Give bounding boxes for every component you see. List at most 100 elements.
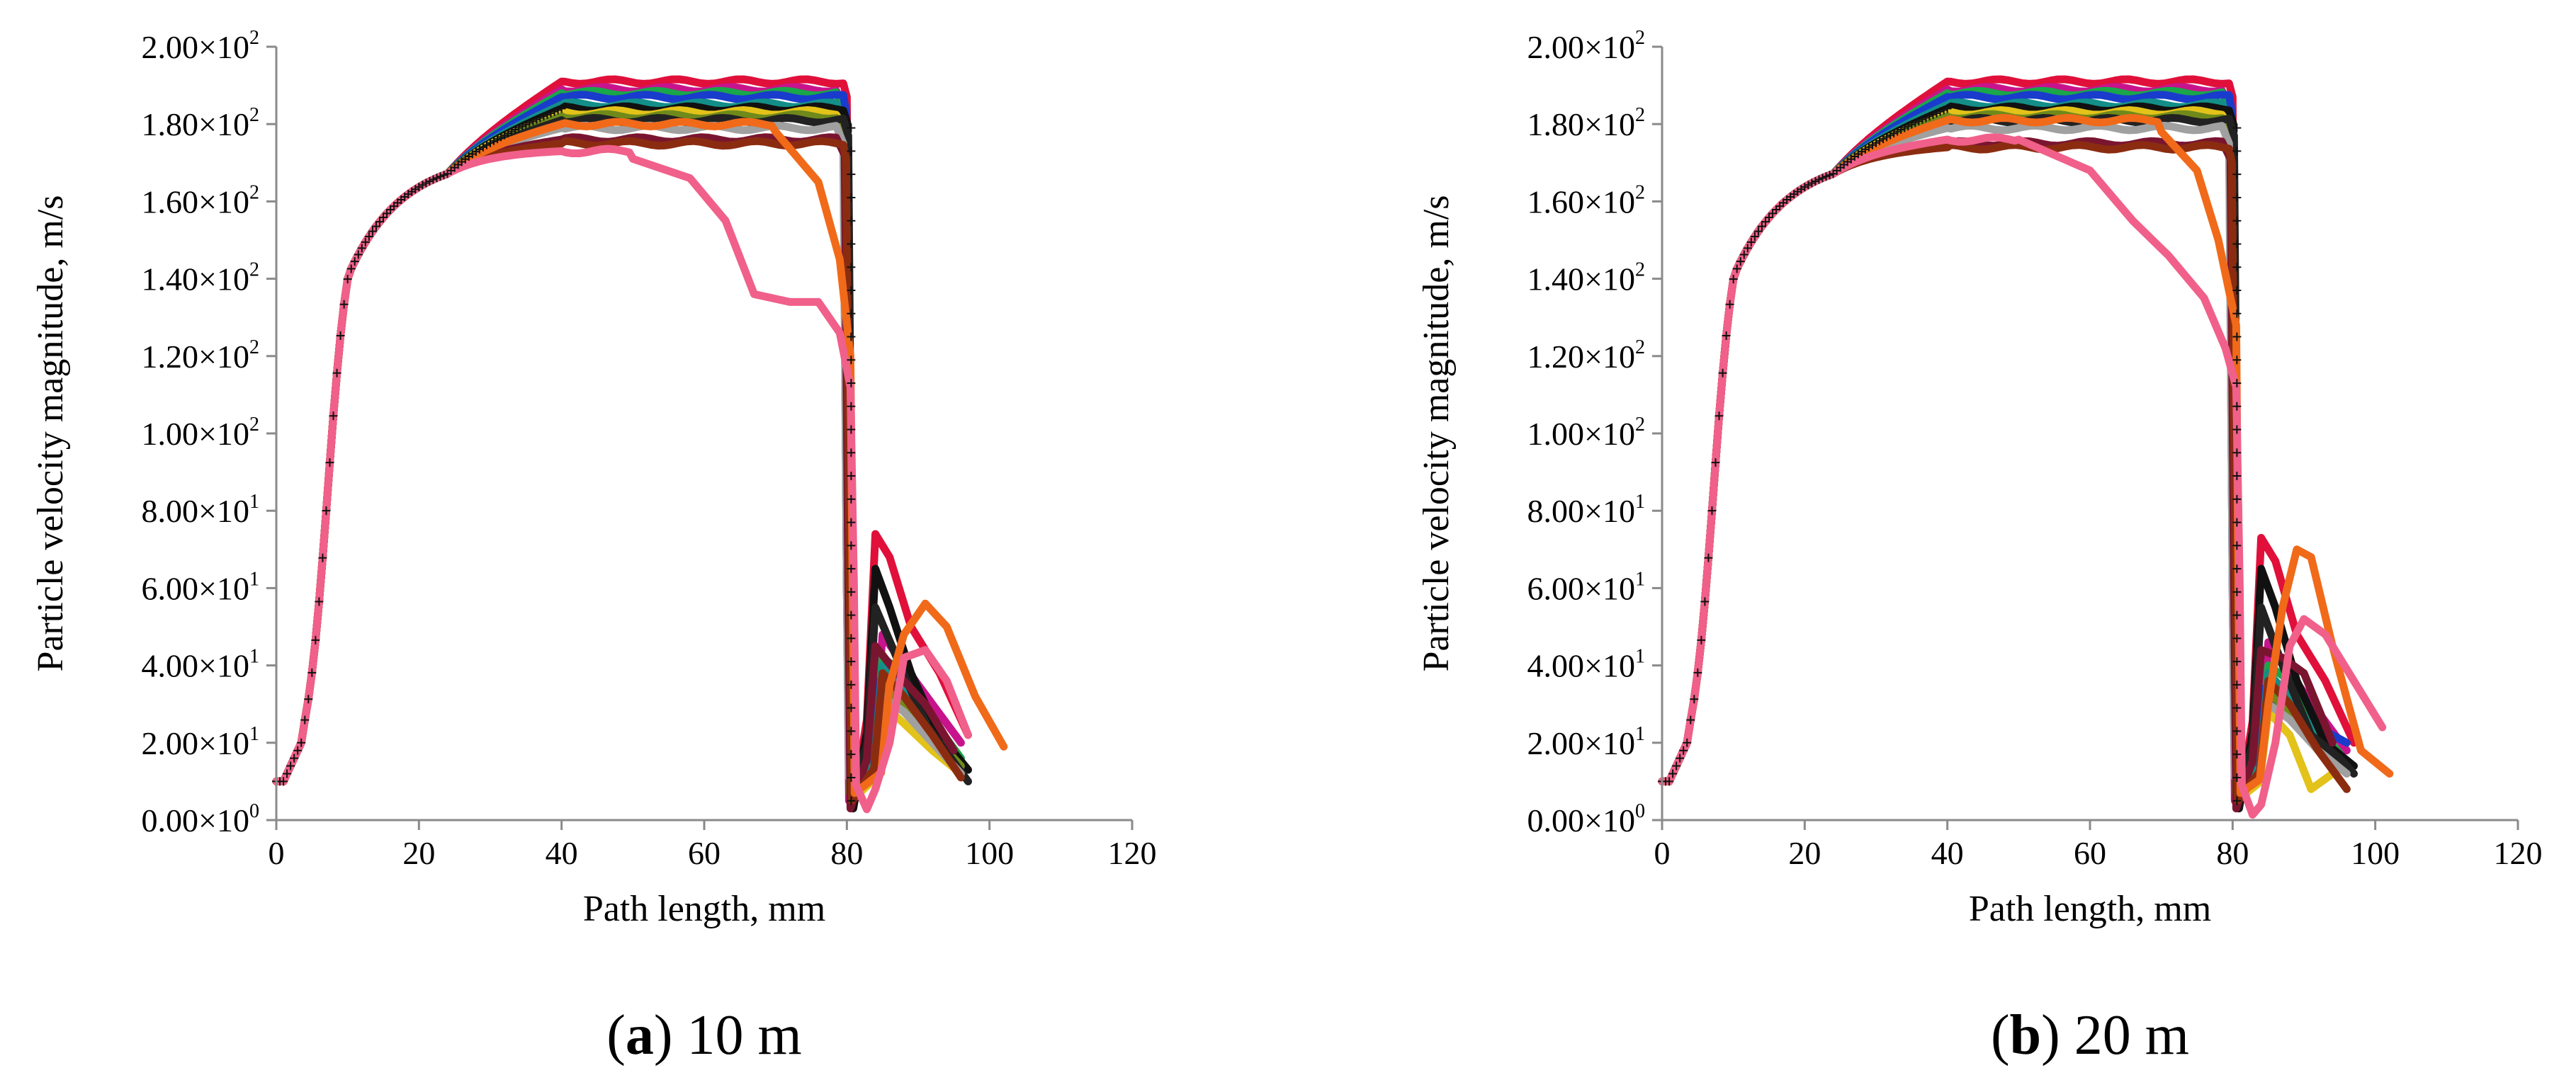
x-tick-label: 0 [269,835,285,871]
drop-marker [847,773,856,782]
panel-a: 0 20 40 60 80 100 120 0.00×1002.00×1014.00×101… [30,27,1157,1067]
y-tick-label: 4.00×101 [1527,646,1645,684]
trace-marker [1750,232,1759,241]
trace-marker [1736,257,1745,266]
trace-marker [490,136,499,145]
trace-marker [1743,244,1752,253]
drop-marker [847,147,856,156]
trace-marker [1753,227,1763,236]
drop-marker [2232,356,2242,365]
drop-marker [2232,448,2242,457]
drop-marker [847,494,856,504]
panel-b-series [1658,75,2394,819]
trace-marker [1900,123,1909,132]
trace-marker [1672,761,1681,771]
y-tick-mantissa: 1.60×10 [1527,183,1635,220]
y-tick-mantissa: 6.00×10 [1527,570,1635,606]
panel-a-caption-text: 10 m [673,1004,802,1067]
drop-marker [847,332,856,341]
trace-marker [1679,746,1688,755]
trace-marker [543,110,552,120]
drop-marker [847,170,856,179]
y-tick-label: 2.00×101 [1527,723,1645,761]
drop-marker [2232,610,2242,620]
y-tick-mantissa: 8.00×10 [1527,493,1635,529]
trace-marker [1807,178,1817,188]
trace-marker [493,135,502,144]
marker-trace [272,104,856,805]
panel-b-x-axis-title: Path length, mm [1969,889,2211,929]
y-tick-mantissa: 1.80×10 [1527,106,1635,142]
drop-marker [2232,379,2242,388]
trace-marker [429,175,438,184]
trace-marker [1704,553,1713,562]
y-tick-label: 8.00×101 [1527,491,1645,529]
y-tick-exponent: 2 [249,259,259,281]
drop-marker [2232,309,2242,318]
trace-marker [518,122,527,131]
x-tick-label: 20 [1788,835,1821,871]
panel-a-series [272,75,1008,814]
trace-marker [1911,118,1920,127]
y-tick-exponent: 1 [249,646,259,668]
trace-marker [514,123,524,132]
trace-marker [546,108,555,118]
panel-b-caption-text: 20 m [2060,1004,2189,1067]
y-tick-label: 4.00×101 [142,646,259,684]
trace-marker [539,112,548,121]
y-tick-mantissa: 2.00×10 [142,29,249,65]
trace-marker [1811,176,1820,186]
drop-marker [847,634,856,643]
drop-marker [847,425,856,434]
trace-marker [536,113,545,123]
y-tick-mantissa: 1.20×10 [142,339,249,375]
trace-marker [1897,125,1906,135]
drop-marker [847,379,856,388]
trace-marker [482,140,491,149]
y-tick-label: 1.40×102 [142,259,259,297]
trace-marker [500,130,509,140]
y-tick-exponent: 1 [249,568,259,590]
trace-marker [1921,113,1931,123]
trace-marker [1700,597,1710,606]
drop-marker [2232,263,2242,272]
drop-marker [847,356,856,365]
trace-marker [1928,110,1938,120]
drop-marker [2232,123,2242,132]
drop-marker [2232,494,2242,504]
trace-marker [1686,715,1695,724]
trace-marker [1904,122,1913,131]
panel-a-y-axis-title: Particle velocity magnitude, m/s [30,195,71,672]
trace-marker [283,769,292,778]
trace-marker [1879,135,1888,144]
drop-marker [847,123,856,132]
panel-b-caption-letter: b [2010,1004,2042,1067]
panel-b-y-ticks: 0.00×1002.00×1014.00×1016.00×1018.00×101… [1527,27,1662,839]
panel-a-y-ticks: 0.00×1002.00×1014.00×1016.00×1018.00×101… [142,27,276,839]
drop-marker [2232,680,2242,689]
trace-marker [1729,275,1738,284]
panel-a-caption-letter: a [626,1004,654,1067]
trace-marker [1925,112,1934,121]
drop-marker [847,239,856,249]
trace-marker [422,178,431,188]
y-tick-mantissa: 1.80×10 [142,106,249,142]
trace-marker [1825,171,1834,180]
trace-marker [532,115,541,124]
drop-marker [847,448,856,457]
drop-marker [2232,193,2242,202]
drop-marker [847,216,856,225]
trace-marker [315,597,324,606]
trace-marker [1814,175,1824,184]
trace-marker [1907,120,1916,129]
drop-marker [847,285,856,295]
drop-marker [847,680,856,689]
drop-marker [847,727,856,736]
x-tick-label: 80 [2216,835,2249,871]
y-tick-label: 0.00×100 [142,800,259,839]
trace-marker [1761,217,1770,227]
trace-marker [436,172,445,181]
trace-marker [279,777,288,786]
trace-marker [332,368,341,377]
drop-marker [2232,587,2242,596]
